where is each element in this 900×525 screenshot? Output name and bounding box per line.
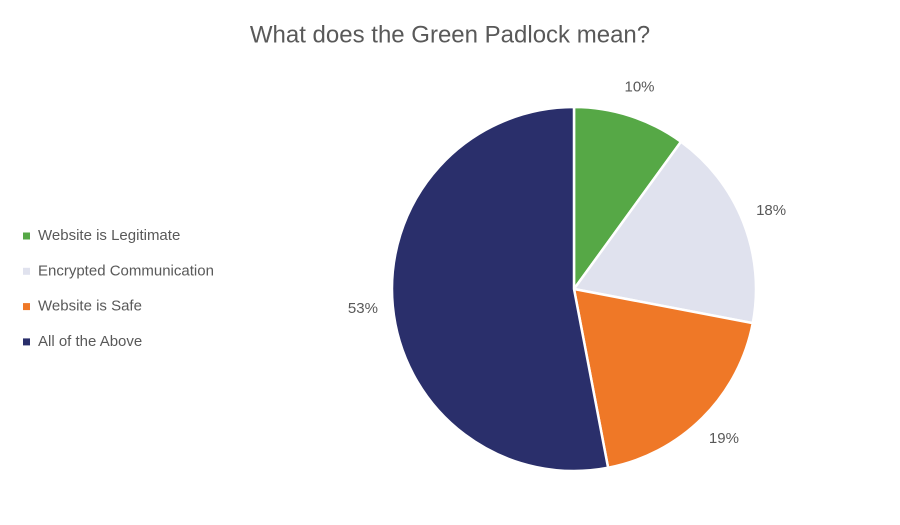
legend-marker <box>23 267 30 275</box>
legend-label: Website is Safe <box>38 298 142 315</box>
pie-slice <box>572 105 683 293</box>
legend-label: Encrypted Communication <box>38 262 214 279</box>
pie-slice <box>390 105 610 473</box>
data-label: 18% <box>756 202 786 219</box>
legend-marker <box>23 303 30 311</box>
chart-title: What does the Green Padlock mean? <box>250 21 650 48</box>
data-label: 10% <box>624 78 654 95</box>
data-label: 53% <box>348 300 378 317</box>
legend-marker <box>23 338 30 346</box>
legend-label: Website is Legitimate <box>38 227 180 244</box>
pie-slice <box>572 287 755 470</box>
legend-label: All of the Above <box>38 333 142 350</box>
pie-slice <box>571 140 758 325</box>
data-label: 19% <box>709 430 739 447</box>
legend-marker <box>23 232 30 240</box>
